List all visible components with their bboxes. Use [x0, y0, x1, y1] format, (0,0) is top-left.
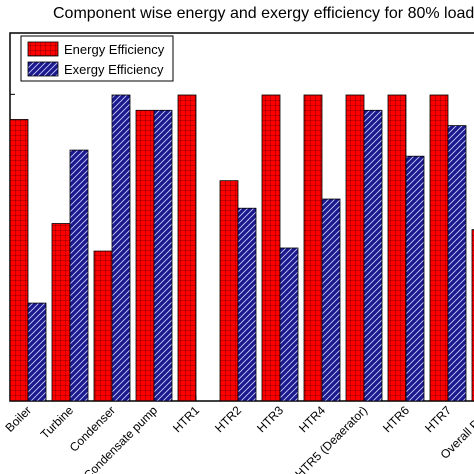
x-tick-label: HTR1 [170, 403, 202, 435]
bar-energy-1 [9, 119, 29, 402]
x-tick-label: Boiler [3, 403, 35, 435]
x-tick-label: HTR7 [422, 403, 454, 435]
x-tick-label: HTR3 [254, 403, 286, 435]
bar-energy-2 [51, 223, 71, 402]
bar-exergy-10 [405, 155, 425, 402]
bar-exergy-3 [111, 94, 131, 402]
bar-exergy-7 [279, 247, 299, 402]
x-tick-label: HTR5 (Deaerator) [292, 403, 370, 474]
legend-label-energy: Energy Efficiency [64, 42, 165, 57]
bar-energy-11 [429, 94, 449, 402]
bar-energy-6 [219, 180, 239, 402]
bar-exergy-4 [153, 109, 173, 402]
bar-energy-9 [345, 94, 365, 402]
legend-swatch-exergy [27, 61, 59, 77]
x-tick-label: Condensate pump [81, 403, 160, 474]
bar-energy-3 [93, 250, 113, 402]
bar-exergy-8 [321, 198, 341, 402]
bar-exergy-2 [69, 149, 89, 402]
bar-energy-7 [261, 94, 281, 402]
x-tick-label: HTR6 [380, 403, 412, 435]
bar-exergy-6 [237, 207, 257, 402]
x-tick-label: HTR4 [296, 403, 328, 435]
chart-title: Component wise energy and exergy efficie… [53, 5, 474, 22]
bar-exergy-11 [447, 125, 467, 402]
legend: Energy Efficiency Exergy Efficiency [20, 35, 174, 82]
bar-exergy-1 [27, 302, 47, 402]
x-tick-label: Turbine [38, 403, 77, 442]
bar-energy-10 [387, 94, 407, 402]
legend-label-exergy: Exergy Efficiency [64, 62, 164, 77]
bar-energy-5 [177, 94, 197, 402]
x-axis-ticks [27, 396, 449, 401]
bar-energy-8 [303, 94, 323, 402]
x-tick-label: HTR2 [212, 403, 244, 435]
bar-energy-4 [135, 109, 155, 402]
bar-energy-12 [471, 229, 474, 402]
bar-exergy-9 [363, 109, 383, 402]
legend-swatch-energy [27, 41, 59, 57]
bar-series-group [9, 94, 474, 402]
